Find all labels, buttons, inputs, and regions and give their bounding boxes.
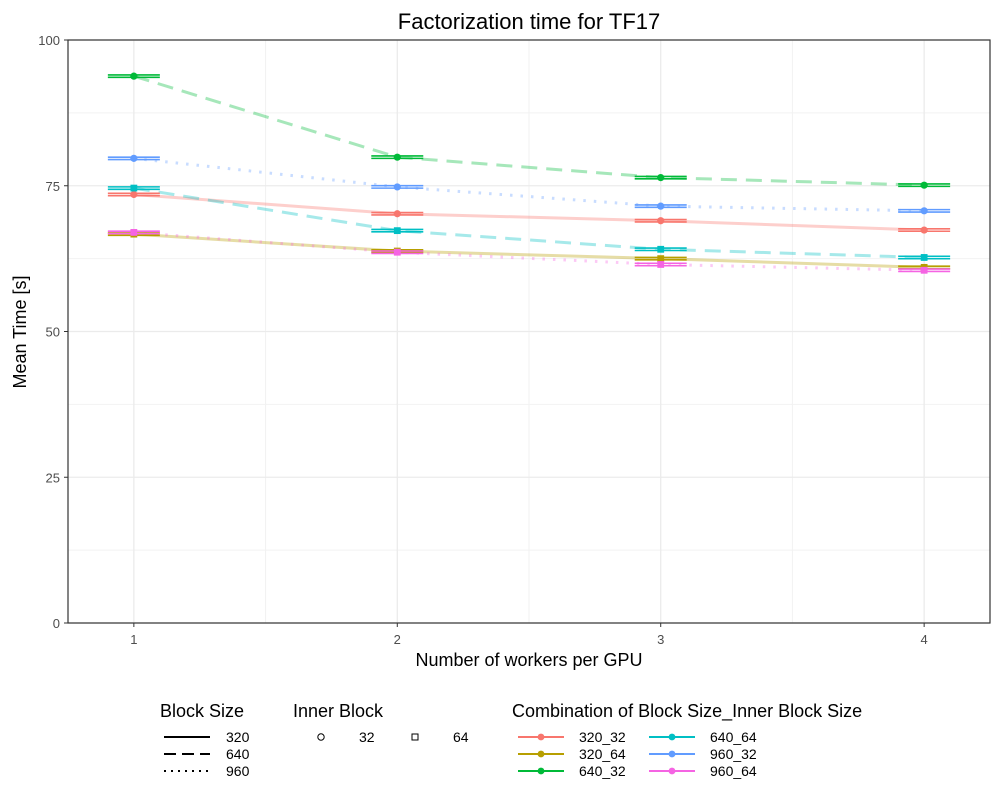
x-tick-label: 2 bbox=[394, 632, 401, 647]
data-point-960_32 bbox=[920, 207, 928, 215]
panel-border bbox=[67, 39, 991, 624]
legend-label-block-size: 960 bbox=[226, 763, 250, 779]
legend-title-combination: Combination of Block Size_Inner Block Si… bbox=[512, 701, 862, 722]
legend-key-point bbox=[668, 750, 676, 758]
data-point-640_32 bbox=[920, 181, 928, 189]
legend-key-point bbox=[668, 733, 676, 741]
data-point-320_32 bbox=[920, 226, 928, 234]
chart-title: Factorization time for TF17 bbox=[398, 9, 660, 34]
legend-label-inner-block: 32 bbox=[359, 729, 375, 745]
legend-label-block-size: 640 bbox=[226, 746, 250, 762]
data-point-640_64 bbox=[130, 184, 138, 192]
x-axis-label: Number of workers per GPU bbox=[415, 650, 642, 670]
y-tick-label: 75 bbox=[46, 179, 60, 194]
data-point-640_64 bbox=[657, 245, 665, 253]
data-point-960_64 bbox=[130, 228, 138, 236]
legend-label-combination: 320_32 bbox=[579, 729, 626, 745]
legend-key-point bbox=[537, 733, 545, 741]
data-point-960_64 bbox=[657, 261, 665, 268]
data-point-320_32 bbox=[130, 190, 138, 199]
series-line-320_64 bbox=[133, 232, 925, 269]
legend-title-inner-block: Inner Block bbox=[293, 701, 384, 721]
data-point-640_32 bbox=[393, 153, 401, 161]
y-tick-label: 25 bbox=[46, 470, 60, 485]
data-point-640_64 bbox=[393, 227, 401, 235]
plot-area: 0 25 50 75 100 1 2 3 4 bbox=[38, 33, 991, 647]
legend-label-combination: 320_64 bbox=[579, 746, 626, 762]
y-tick-label: 0 bbox=[53, 616, 60, 631]
y-tick-label: 50 bbox=[46, 325, 60, 340]
legend-label-combination: 960_32 bbox=[710, 746, 757, 762]
data-point-640_32 bbox=[657, 173, 665, 182]
x-tick-label: 1 bbox=[130, 632, 137, 647]
data-point-640_32 bbox=[130, 72, 138, 80]
legend-key-square bbox=[411, 733, 419, 741]
data-point-320_64 bbox=[657, 255, 665, 263]
data-point-960_64 bbox=[393, 248, 401, 256]
legend-label-combination: 960_64 bbox=[710, 763, 757, 779]
legend-label-inner-block: 64 bbox=[453, 729, 469, 745]
x-tick-label: 3 bbox=[657, 632, 664, 647]
legend-title-block-size: Block Size bbox=[160, 701, 244, 721]
legend-label-combination: 640_32 bbox=[579, 763, 626, 779]
y-axis-label: Mean Time [s] bbox=[10, 275, 30, 388]
series-line-640_64 bbox=[133, 186, 925, 259]
legend-label-combination: 640_64 bbox=[710, 729, 757, 745]
data-point-640_64 bbox=[920, 254, 928, 261]
data-point-960_32 bbox=[130, 154, 138, 162]
legend-key-point bbox=[537, 767, 545, 775]
series-line-320_32 bbox=[133, 192, 925, 232]
legend-key-point bbox=[668, 767, 676, 775]
data-point-960_32 bbox=[657, 202, 665, 210]
data-point-320_32 bbox=[657, 217, 665, 225]
y-tick-label: 100 bbox=[38, 33, 60, 48]
data-point-960_32 bbox=[393, 183, 401, 191]
series-line-640_32 bbox=[133, 74, 925, 187]
legend-key-point bbox=[537, 750, 545, 758]
legend-key-circle bbox=[317, 733, 325, 741]
x-tick-label: 4 bbox=[921, 632, 928, 647]
data-point-320_32 bbox=[393, 210, 401, 218]
legend-label-block-size: 320 bbox=[226, 729, 250, 745]
data-point-960_64 bbox=[920, 266, 928, 274]
